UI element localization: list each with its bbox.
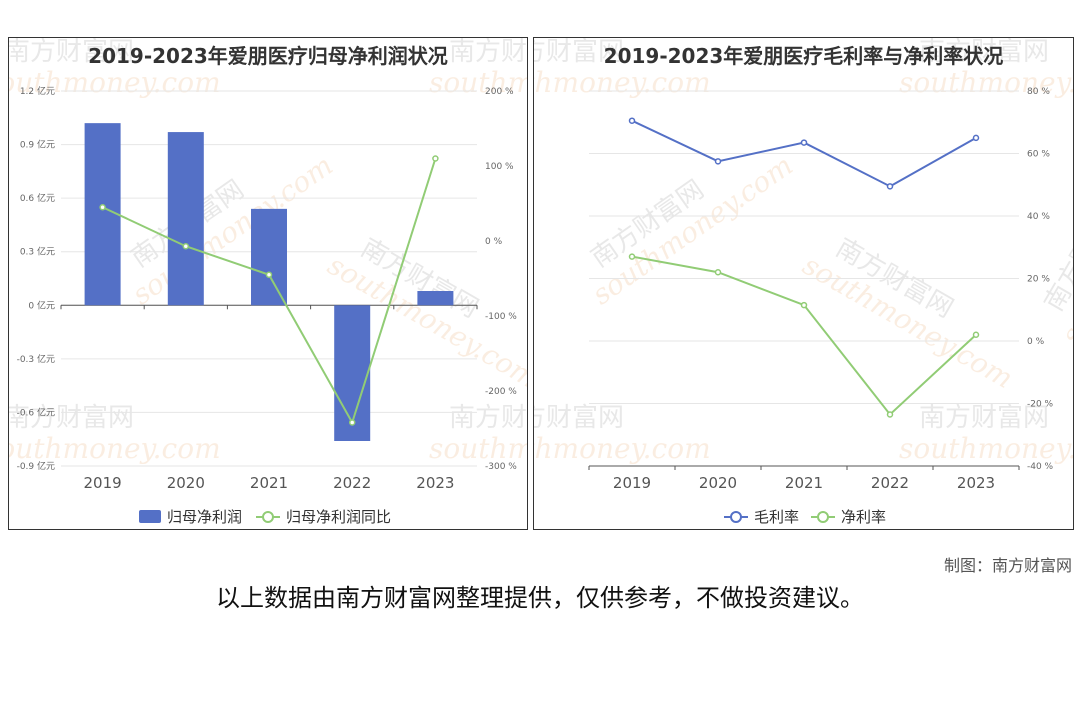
x-tick-label: 2023 — [957, 474, 995, 492]
series-1-point-2021 — [800, 301, 808, 309]
y-tick-label: -40 % — [1027, 462, 1054, 472]
legend-swatch-marker — [262, 511, 274, 523]
legend-swatch-bar — [139, 510, 161, 523]
yoy-point-2022 — [348, 419, 356, 426]
legend-label: 净利率 — [841, 508, 886, 526]
net-profit-chart-panel: 2019-2023年爱朋医疗归母净利润状况 南方财富网southmoney.co… — [8, 37, 528, 530]
watermark-text: southmoney.com — [534, 66, 711, 99]
yoy-point-2019 — [99, 204, 106, 211]
legend-swatch-marker — [817, 511, 829, 523]
x-tick-label: 2020 — [167, 474, 205, 492]
watermark-text: 南方财富网 — [449, 38, 528, 67]
x-tick-label: 2022 — [871, 474, 909, 492]
legend-swatch-marker — [730, 511, 742, 523]
y2-tick-label: 200 % — [485, 87, 514, 97]
y-tick-label: 40 % — [1027, 212, 1050, 222]
disclaimer: 以上数据由南方财富网整理提供，仅供参考，不做投资建议。 — [216, 584, 864, 612]
watermark-text: southmoney.com — [899, 432, 1074, 465]
y-tick-label: 0 % — [1027, 337, 1045, 347]
watermark-text: 南方财富网 — [919, 403, 1049, 433]
y-tick-label: 0.3 亿元 — [20, 246, 55, 258]
x-tick-label: 2021 — [250, 474, 288, 492]
x-tick-label: 2020 — [699, 474, 737, 492]
series-0-point-2020 — [714, 158, 722, 165]
y-tick-label: 0 亿元 — [28, 299, 55, 311]
watermark-text: southmoney.com — [534, 432, 711, 465]
watermark-text: 南方财富网 — [9, 38, 134, 67]
y-tick-label: 60 % — [1027, 150, 1050, 160]
bar-2019 — [84, 123, 121, 306]
y-tick-label: 1.2 亿元 — [20, 85, 55, 97]
series-0-point-2022 — [886, 183, 894, 190]
watermark-text: 南方财富网 — [449, 403, 528, 433]
net-profit-chart: 南方财富网southmoney.com南方财富网southmoney.com南方… — [9, 38, 528, 526]
series-0-point-2019 — [628, 117, 636, 124]
watermark-text: 南方财富网 — [1039, 189, 1074, 317]
margin-chart: 南方财富网southmoney.com南方财富网southmoney.com南方… — [534, 38, 1074, 526]
y-tick-label: -0.9 亿元 — [17, 460, 55, 472]
yoy-point-2020 — [182, 243, 190, 250]
chart-credit: 制图：南方财富网 — [943, 556, 1072, 575]
y2-tick-label: -100 % — [485, 312, 517, 322]
bar-2021 — [251, 208, 287, 306]
watermark-text: 南方财富网 — [9, 403, 134, 433]
x-tick-label: 2022 — [333, 474, 371, 492]
y-tick-label: 0.9 亿元 — [20, 139, 55, 151]
y2-tick-label: -300 % — [485, 462, 517, 472]
x-tick-label: 2019 — [613, 474, 651, 492]
y-tick-label: -0.6 亿元 — [17, 406, 55, 418]
x-tick-label: 2021 — [785, 474, 823, 492]
series-0-point-2021 — [800, 139, 808, 146]
legend-label: 毛利率 — [754, 508, 799, 526]
legend-label: 归母净利润 — [167, 508, 242, 526]
watermark-text: 南方财富网 — [534, 38, 624, 67]
y-tick-label: 80 % — [1027, 87, 1050, 97]
series-1-point-2022 — [886, 411, 894, 418]
series-1-point-2020 — [714, 269, 722, 276]
y2-tick-label: -200 % — [485, 387, 517, 397]
watermark-text: 南方财富网 — [919, 38, 1049, 67]
x-tick-label: 2023 — [416, 474, 454, 492]
watermark-text: southmoney.com — [429, 66, 528, 99]
bar-2023 — [417, 291, 454, 306]
watermark-text: southmoney.com — [1054, 128, 1074, 349]
yoy-point-2021 — [265, 271, 273, 278]
x-tick-label: 2019 — [84, 474, 122, 492]
watermark-text: southmoney.com — [899, 66, 1074, 99]
y-tick-label: -0.3 亿元 — [17, 353, 55, 365]
bar-2022 — [334, 305, 371, 441]
yoy-point-2023 — [432, 155, 439, 162]
watermark-text: southmoney.com — [429, 432, 528, 465]
legend-label: 归母净利润同比 — [286, 508, 391, 526]
y2-tick-label: 100 % — [485, 162, 514, 172]
chart-title: 2019-2023年爱朋医疗毛利率与净利率状况 — [603, 44, 1004, 68]
watermark-text: southmoney.com — [9, 432, 221, 465]
series-0-point-2023 — [972, 134, 980, 142]
y-tick-label: 20 % — [1027, 275, 1050, 285]
margin-chart-panel: 2019-2023年爱朋医疗毛利率与净利率状况 南方财富网southmoney.… — [533, 37, 1074, 530]
watermark-text: 南方财富网 — [534, 403, 624, 433]
series-1-point-2019 — [628, 253, 636, 260]
chart-title: 2019-2023年爱朋医疗归母净利润状况 — [88, 44, 448, 68]
y2-tick-label: 0 % — [485, 237, 503, 247]
watermark-text: southmoney.com — [9, 66, 221, 99]
y-tick-label: -20 % — [1027, 400, 1054, 410]
y-tick-label: 0.6 亿元 — [20, 192, 55, 204]
series-1-point-2023 — [972, 331, 980, 338]
bar-2020 — [167, 132, 204, 306]
